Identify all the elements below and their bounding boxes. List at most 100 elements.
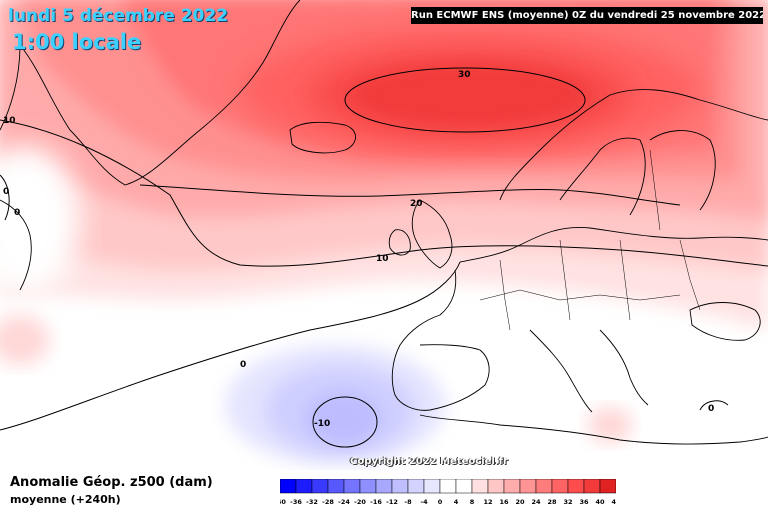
scale-cell [311, 479, 329, 494]
contour-30 [344, 67, 586, 133]
italy-coast [529, 329, 593, 413]
coastlines [0, 0, 768, 445]
scale-cell [503, 479, 521, 494]
scale-cell [487, 479, 505, 494]
norway-coast [499, 89, 768, 201]
scale-cell [583, 479, 601, 494]
scale-cell [535, 479, 553, 494]
scale-cell [280, 479, 297, 494]
greenland-west-coast [0, 44, 21, 131]
contour-label-0-d: 0 [708, 404, 714, 414]
scale-cell [519, 479, 537, 494]
contour-label-30: 30 [458, 70, 471, 80]
scale-cell [599, 479, 616, 494]
scale-cell [359, 479, 377, 494]
balkans-coast [599, 329, 649, 406]
north-europe-coast [459, 227, 768, 263]
scale-tick-label: -28 [322, 498, 334, 506]
labrador-coast [0, 199, 32, 291]
contour-label-minus-10: -10 [314, 419, 330, 429]
scale-cell [407, 479, 425, 494]
run-info-banner: Run ECMWF ENS (moyenne) 0Z du vendredi 2… [411, 7, 763, 24]
contour-label-10-west: 10 [3, 116, 16, 126]
contour-0-west [0, 174, 10, 221]
contour-label-0-b: 0 [14, 208, 20, 218]
positive-spot-west [0, 315, 50, 365]
scale-tick-label: 0 [438, 498, 443, 506]
scale-tick-label: -4 [420, 498, 428, 506]
north-africa-coast [419, 414, 768, 445]
scale-tick-label: 36 [579, 498, 589, 506]
copyright-notice: Copyright 2022 Meteociel.fr [350, 456, 508, 467]
contour-0 [0, 261, 461, 431]
scale-tick-label: 8 [470, 498, 475, 506]
ireland-coast [388, 229, 411, 256]
scale-tick-label: -24 [338, 498, 350, 506]
scale-tick-label: 20 [515, 498, 525, 506]
scale-cell [327, 479, 345, 494]
contour-20 [139, 184, 681, 206]
color-scale: -40-36-32-28-24-20-16-12-8-4048121620242… [280, 479, 616, 506]
scale-tick-label: -36 [290, 498, 302, 506]
contour-10 [0, 119, 768, 267]
scale-tick-label: -32 [306, 498, 318, 506]
france-atlantic-coast [399, 269, 457, 346]
contour-label-20: 20 [410, 199, 423, 209]
scale-tick-label: 40 [595, 498, 605, 506]
contour-labels: 30 20 10 10 0 0 0 0 -10 [3, 70, 714, 429]
contour-label-0-a: 0 [3, 187, 9, 197]
sweden-coast [559, 137, 646, 216]
scale-tick-label: 4 [454, 498, 459, 506]
contour-lines [0, 67, 768, 448]
border-germany-poland [559, 239, 571, 321]
scale-cell [391, 479, 409, 494]
border-finland-russia [649, 149, 661, 231]
border-central-europe [479, 289, 681, 301]
scale-tick-label: 24 [531, 498, 541, 506]
scale-cell [567, 479, 585, 494]
scale-cell [343, 479, 361, 494]
anomaly-map: 30 20 10 10 0 0 0 0 -10 [0, 0, 768, 465]
positive-spot-mediterranean [588, 407, 632, 443]
border-east [679, 239, 701, 311]
iceland-coast [289, 121, 356, 154]
scale-cell [439, 479, 457, 494]
neutral-area-west [0, 145, 80, 295]
scale-tick-label: 28 [547, 498, 557, 506]
contour-0-east [699, 400, 729, 411]
contour-label-0-c: 0 [240, 360, 246, 370]
greenland-coast [19, 0, 301, 186]
forecast-date: lundi 5 décembre 2022 [8, 6, 229, 26]
great-britain-coast [411, 199, 453, 269]
scale-tick-label: -20 [354, 498, 366, 506]
scale-tick-label: 16 [499, 498, 509, 506]
contour-label-10: 10 [376, 254, 389, 264]
black-sea-coast [689, 302, 761, 341]
scale-tick-label: 32 [563, 498, 572, 506]
scale-cell [423, 479, 441, 494]
negative-core-12 [305, 392, 381, 444]
borders [479, 149, 701, 331]
iberia-coast [391, 344, 490, 411]
scale-tick-label: 12 [483, 498, 492, 506]
scale-tick-label: -40 [280, 498, 286, 506]
legend-area: Anomalie Géop. z500 (dam) moyenne (+240h… [0, 470, 768, 512]
variable-title: Anomalie Géop. z500 (dam) [10, 475, 213, 490]
scale-cell [375, 479, 393, 494]
scale-cell [295, 479, 313, 494]
variable-subtitle: moyenne (+240h) [10, 493, 121, 506]
contour-minus-10 [312, 396, 378, 448]
anomaly-core-32 [350, 63, 590, 127]
scale-tick-label: 44 [611, 498, 616, 506]
scale-tick-label: -12 [386, 498, 398, 506]
scale-cell [551, 479, 569, 494]
scale-tick-label: -8 [404, 498, 412, 506]
scale-tick-label: -16 [370, 498, 382, 506]
scale-cell [471, 479, 489, 494]
forecast-local-time: 1:00 locale [12, 30, 142, 54]
scale-cell [455, 479, 473, 494]
border-poland-ukraine [619, 239, 631, 321]
border-france-germany [499, 259, 511, 331]
finland-coast [649, 130, 716, 211]
